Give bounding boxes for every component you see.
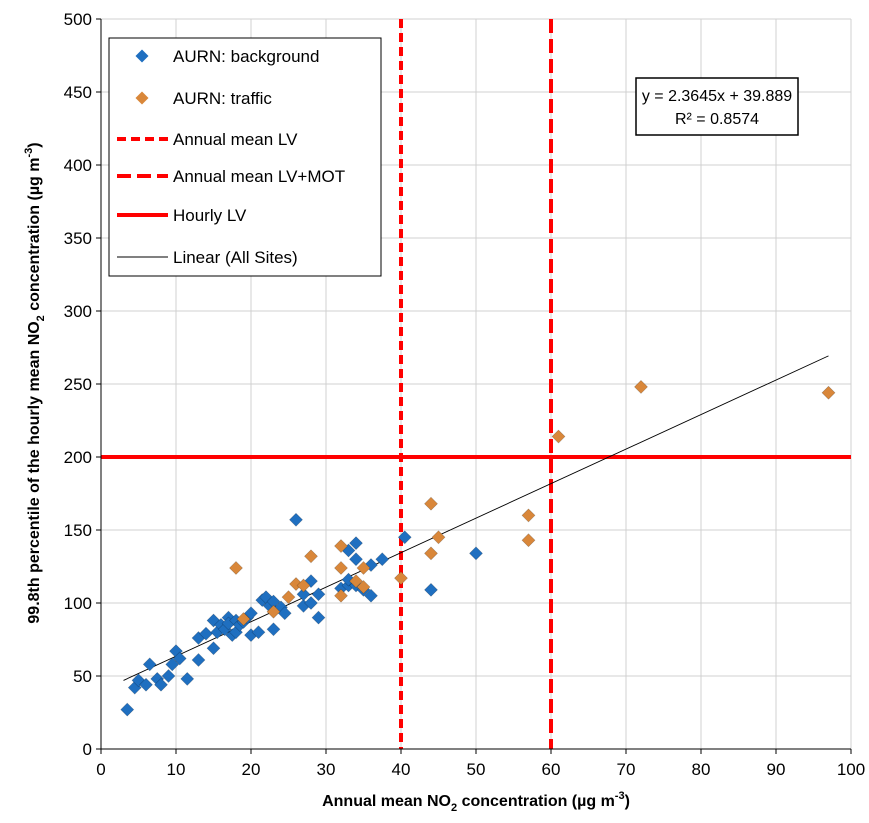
- r-squared-line: R² = 0.8574: [675, 111, 759, 128]
- traffic-point: [356, 580, 371, 594]
- traffic-point: [356, 561, 371, 575]
- traffic-point: [281, 590, 296, 605]
- y-tick-label: 250: [64, 375, 92, 394]
- x-tick-label: 0: [96, 760, 105, 779]
- background-point: [120, 702, 135, 717]
- background-point: [311, 587, 326, 602]
- equation-line: y = 2.3645x + 39.889: [642, 88, 792, 105]
- background-point: [277, 606, 292, 621]
- y-tick-label: 350: [64, 229, 92, 248]
- traffic-point: [334, 561, 348, 575]
- traffic-point: [236, 612, 251, 626]
- data-points: [120, 379, 836, 717]
- x-tick-label: 80: [692, 760, 711, 779]
- traffic-point: [266, 604, 281, 619]
- x-tick-label: 40: [392, 760, 411, 779]
- x-tick-label: 70: [617, 760, 636, 779]
- y-axis-title: 99.8th percentile of the hourly mean NO2…: [23, 142, 47, 623]
- background-point: [397, 530, 412, 545]
- background-point: [191, 653, 206, 667]
- legend-label: AURN: traffic: [173, 89, 272, 108]
- y-tick-label: 300: [64, 302, 92, 321]
- background-point: [139, 677, 153, 692]
- background-point: [375, 552, 390, 567]
- x-axis-title: Annual mean NO2 concentration (µg m-3): [322, 790, 630, 814]
- axes: [96, 18, 852, 754]
- traffic-point: [334, 539, 348, 553]
- y-tick-label: 150: [64, 521, 92, 540]
- legend-label: Linear (All Sites): [173, 248, 298, 267]
- background-point: [142, 657, 157, 672]
- background-point: [154, 677, 168, 692]
- background-point: [199, 626, 213, 641]
- x-tick-label: 50: [467, 760, 486, 779]
- background-point: [349, 552, 363, 567]
- background-point: [424, 582, 438, 597]
- traffic-point: [296, 578, 311, 593]
- background-point: [161, 669, 176, 683]
- y-tick-label: 200: [64, 448, 92, 467]
- y-tick-label: 50: [73, 667, 92, 686]
- traffic-point: [424, 496, 438, 511]
- legend-label: Annual mean LV+MOT: [173, 167, 345, 186]
- traffic-point: [521, 508, 536, 523]
- traffic-point: [634, 379, 648, 394]
- background-point: [206, 641, 221, 656]
- x-tick-label: 60: [542, 760, 561, 779]
- traffic-point: [424, 546, 438, 561]
- trendline-equation-box: y = 2.3645x + 39.889 R² = 0.8574: [635, 77, 799, 136]
- background-point: [251, 625, 266, 640]
- legend-label: Hourly LV: [173, 206, 247, 225]
- legend-label: AURN: background: [173, 47, 319, 66]
- tick-labels: 0 10 20 30 40 50 60 70 80 90 100 0 50 100 150 200 250 300…: [64, 10, 866, 779]
- traffic-point: [431, 530, 446, 545]
- background-point: [296, 587, 311, 602]
- y-tick-label: 100: [64, 594, 92, 613]
- background-point: [304, 596, 318, 610]
- legend: AURN: background AURN: traffic Annual mean…: [108, 37, 382, 277]
- background-point: [364, 588, 378, 603]
- traffic-point: [821, 385, 836, 400]
- traffic-point: [304, 549, 318, 564]
- background-point: [244, 606, 258, 621]
- legend-marker-diamond: [135, 91, 149, 105]
- legend-marker-diamond: [135, 49, 149, 63]
- equation-box: [635, 77, 799, 136]
- traffic-point: [349, 574, 363, 589]
- reference-lines: [101, 19, 851, 749]
- x-tick-label: 100: [837, 760, 865, 779]
- x-tick-label: 20: [242, 760, 261, 779]
- traffic-point: [229, 561, 243, 575]
- legend-box: [108, 37, 382, 277]
- background-point: [311, 610, 326, 625]
- background-point: [469, 546, 483, 561]
- legend-label: Annual mean LV: [173, 130, 298, 149]
- x-tick-label: 90: [767, 760, 786, 779]
- y-tick-label: 0: [83, 740, 92, 759]
- background-point: [172, 651, 187, 666]
- background-point: [180, 671, 195, 686]
- x-tick-label: 10: [167, 760, 186, 779]
- x-tick-label: 30: [317, 760, 336, 779]
- traffic-point: [521, 533, 536, 548]
- y-tick-label: 500: [64, 10, 92, 29]
- background-point: [289, 512, 303, 527]
- y-tick-label: 400: [64, 156, 92, 175]
- traffic-point: [551, 429, 566, 444]
- background-point: [165, 657, 180, 672]
- background-point: [349, 536, 363, 551]
- traffic-point: [334, 588, 348, 603]
- y-tick-label: 450: [64, 83, 92, 102]
- traffic-point: [394, 571, 408, 586]
- background-point: [266, 622, 281, 637]
